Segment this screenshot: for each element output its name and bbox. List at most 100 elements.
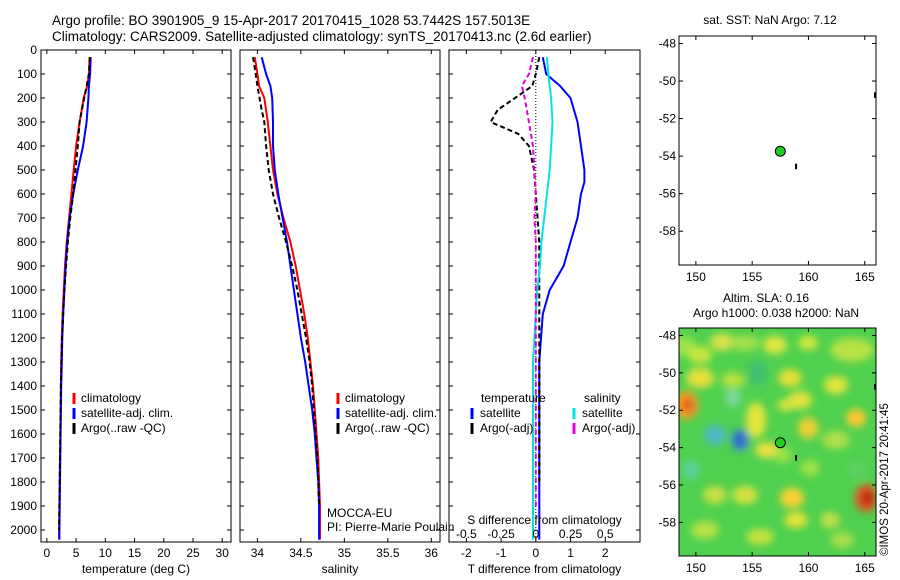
panel-frame-temperature <box>40 49 232 543</box>
depth-tick-label: 300 <box>17 115 37 129</box>
map-y-tick-label: -58 <box>659 224 677 238</box>
sla-anomaly-blob <box>846 409 866 427</box>
map-x-tick-label: 165 <box>855 561 875 575</box>
x-tick-label: 34.5 <box>289 546 313 560</box>
map-x-tick-label: 150 <box>686 270 706 284</box>
series-line-differences-2 <box>532 57 554 540</box>
depth-tick-label: 1400 <box>10 379 37 393</box>
sla-anomaly-blob <box>763 336 787 354</box>
x-axis-label: salinity <box>322 562 359 576</box>
series-line-temperature-2 <box>58 57 92 531</box>
series-line-salinity-2 <box>252 57 321 507</box>
depth-tick-label: 500 <box>17 163 37 177</box>
sla-anomaly-blob <box>788 391 812 409</box>
map-y-tick-label: -48 <box>659 37 677 51</box>
map-y-tick-label: -56 <box>659 478 677 492</box>
legend-entry-salinity: satellite-adj. clim. <box>345 406 437 420</box>
map-x-tick-label: 160 <box>798 561 818 575</box>
map-y-tick-label: -56 <box>659 187 677 201</box>
map-y-tick-label: -50 <box>659 74 677 88</box>
sla-anomaly-blob <box>682 397 694 413</box>
x-tick-label: 5 <box>73 546 80 560</box>
argo-float-marker <box>774 145 786 157</box>
annotation-pi: PI: Pierre-Marie Poulain <box>327 520 454 534</box>
legend-entry-differences: satellite <box>582 406 623 420</box>
map-y-tick-label: -52 <box>659 112 677 126</box>
x-tick-label-salinity: 0 <box>532 527 539 541</box>
series-line-differences-3 <box>520 56 537 506</box>
climatology-subtitle: Climatology: CARS2009. Satellite-adjuste… <box>52 29 592 44</box>
legend-entry-differences: Argo(-adj) <box>480 421 533 435</box>
legend-entry-salinity: Argo(..raw -QC) <box>345 421 430 435</box>
x-tick-label: 0 <box>44 546 51 560</box>
legend-entry-temperature: satellite-adj. clim. <box>81 406 173 420</box>
depth-tick-label: 1200 <box>10 331 37 345</box>
sla-anomaly-blob <box>847 461 867 479</box>
depth-tick-label: 700 <box>17 211 37 225</box>
sla-anomaly-blob <box>747 361 767 385</box>
map-y-tick-label: -58 <box>659 515 677 529</box>
x-tick-label: 2 <box>602 546 609 560</box>
sla-anomaly-blob <box>830 338 874 362</box>
panel-frame-salinity <box>239 49 441 543</box>
x-tick-label-salinity: -0.5 <box>456 527 477 541</box>
sla-map-subtitle: Argo h1000: 0.038 h2000: NaN <box>693 306 859 320</box>
sst-map-title: sat. SST: NaN Argo: 7.12 <box>703 13 837 27</box>
panel-frame-differences <box>448 49 641 543</box>
sla-anomaly-blob <box>721 372 745 388</box>
annotation-project: MOCCA-EU <box>327 506 392 520</box>
legend-entry-temperature: Argo(..raw -QC) <box>81 421 166 435</box>
x-tick-label: -1 <box>496 546 507 560</box>
sla-anomaly-blob <box>732 486 758 504</box>
legend-group-title: temperature <box>481 391 546 405</box>
x-tick-label: 36 <box>425 546 439 560</box>
sla-anomaly-blob <box>800 460 820 476</box>
sla-anomaly-blob <box>798 417 818 439</box>
sla-anomaly-blob <box>820 512 840 528</box>
depth-tick-label: 400 <box>17 139 37 153</box>
sla-anomaly-blob <box>774 447 792 463</box>
series-line-salinity-1 <box>260 56 321 540</box>
sla-anomaly-blob <box>703 486 727 504</box>
map-y-tick-label: -50 <box>659 366 677 380</box>
x-tick-label: 34 <box>251 546 265 560</box>
sla-heatmap-field <box>679 328 876 556</box>
map-x-tick-label: 155 <box>742 561 762 575</box>
sla-anomaly-blob <box>688 346 712 364</box>
depth-tick-label: 1700 <box>10 451 37 465</box>
map-y-tick-label: -48 <box>659 328 677 342</box>
sla-map-title: Altim. SLA: 0.16 <box>723 291 809 305</box>
map-frame-sla_map <box>678 327 877 557</box>
map-y-tick-label: -54 <box>659 149 677 163</box>
depth-tick-label: 0 <box>30 43 37 57</box>
depth-tick-label: 1900 <box>10 499 37 513</box>
sla-anomaly-blob <box>798 336 818 350</box>
depth-tick-label: 200 <box>17 91 37 105</box>
argo-float-marker <box>774 437 786 449</box>
sla-anomaly-blob <box>730 335 760 351</box>
x-tick-label: 0 <box>532 546 539 560</box>
sla-anomaly-blob <box>704 425 726 445</box>
sla-anomaly-blob <box>824 376 848 394</box>
x-axis-label-salinity-difference: S difference from climatology <box>467 513 622 527</box>
legend-group-title: salinity <box>584 391 621 405</box>
depth-tick-label: 100 <box>17 67 37 81</box>
legend-entry-salinity: climatology <box>345 391 405 405</box>
depth-tick-label: 600 <box>17 187 37 201</box>
sla-anomaly-blob <box>746 402 766 438</box>
depth-tick-label: 1100 <box>11 307 37 321</box>
depth-tick-label: 1300 <box>10 355 37 369</box>
sla-anomaly-blob <box>746 529 774 545</box>
sla-anomaly-blob <box>735 434 743 446</box>
x-tick-label: 15 <box>128 546 142 560</box>
depth-tick-label: 1000 <box>10 283 37 297</box>
heatmap-blobs <box>679 333 876 548</box>
series-line-differences-0 <box>538 57 586 540</box>
sla-anomaly-blob <box>830 532 854 548</box>
sla-anomaly-blob <box>780 488 804 508</box>
legend-entry-temperature: climatology <box>81 391 141 405</box>
x-tick-label: 35 <box>338 546 352 560</box>
map-frame-sst_map <box>678 35 877 266</box>
series-line-differences-1 <box>489 56 541 482</box>
map-x-tick-label: 160 <box>798 270 818 284</box>
